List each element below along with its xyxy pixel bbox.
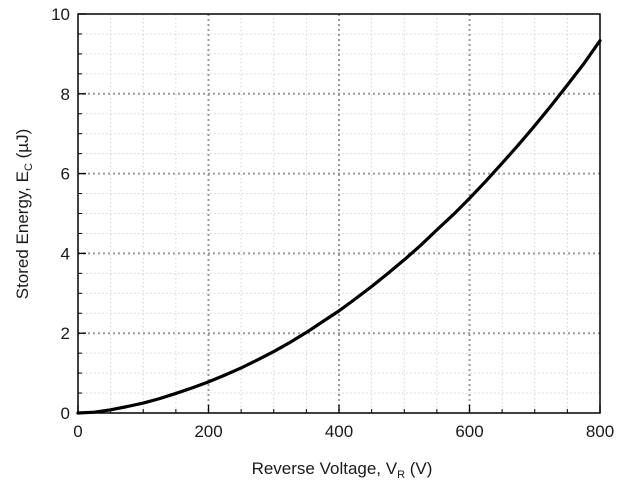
grid <box>78 14 600 413</box>
y-tick-label: 8 <box>61 85 70 104</box>
series-lines <box>76 39 602 415</box>
minor-ticks <box>78 33 568 413</box>
x-tick-label: 600 <box>455 422 483 441</box>
y-tick-label: 10 <box>51 5 70 24</box>
x-tick-labels: 0 200 400 600 800 <box>73 422 614 441</box>
y-tick-labels: 0 2 4 6 8 10 <box>51 5 70 423</box>
y-tick-label: 2 <box>61 324 70 343</box>
y-tick-label: 6 <box>61 165 70 184</box>
x-tick-label: 800 <box>586 422 614 441</box>
plot-area-border <box>77 13 601 414</box>
y-axis-title: Stored Energy, EC (µJ) <box>13 129 35 300</box>
x-tick-label: 200 <box>194 422 222 441</box>
x-axis-title: Reverse Voltage, VR (V) <box>252 459 433 481</box>
x-tick-label: 0 <box>73 422 82 441</box>
y-tick-label: 0 <box>61 404 70 423</box>
y-tick-label: 4 <box>61 244 70 263</box>
series-line-0 <box>76 39 602 415</box>
x-tick-label: 400 <box>325 422 353 441</box>
